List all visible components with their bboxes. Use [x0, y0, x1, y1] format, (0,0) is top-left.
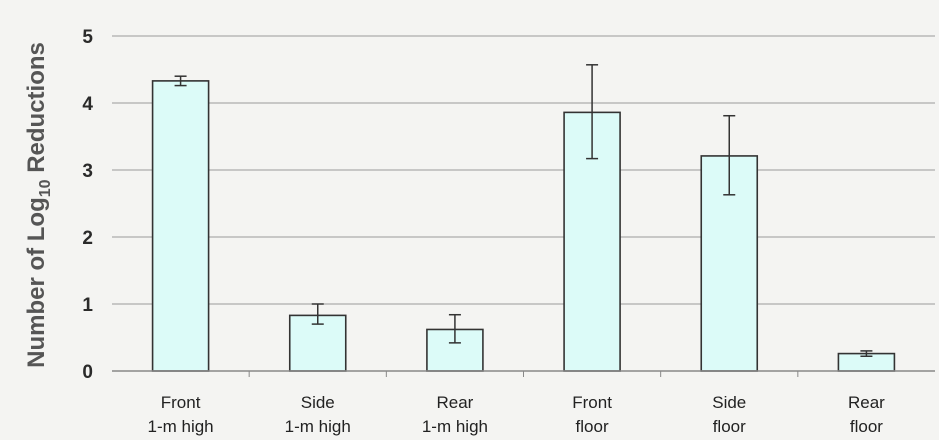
x-tick-label: 1-m high — [148, 417, 214, 436]
bars — [151, 80, 896, 372]
y-axis-title: Number of Log10 Reductions — [23, 42, 54, 368]
y-tick-label: 0 — [82, 362, 93, 383]
y-tick-label: 5 — [82, 27, 93, 48]
y-tick-label: 1 — [82, 295, 93, 316]
y-tick-label: 2 — [82, 228, 93, 249]
x-tick-labels: Front 1-m high Side 1-m high Rear 1-m high Fro… — [148, 371, 885, 436]
error-bars — [174, 64, 873, 358]
x-tick-label: Front — [161, 393, 201, 412]
y-tick-labels: 0 1 2 3 4 5 — [82, 27, 93, 383]
bar — [151, 80, 210, 372]
x-tick-label: Front — [572, 393, 612, 412]
x-tick-label: floor — [576, 417, 609, 436]
x-tick-label: Rear — [848, 393, 885, 412]
x-tick-label: Side — [301, 393, 335, 412]
x-tick-label: Rear — [436, 393, 473, 412]
x-tick-label: 1-m high — [422, 417, 488, 436]
x-tick-label: Side — [712, 393, 746, 412]
x-tick-label: floor — [850, 417, 883, 436]
x-tick-label: floor — [713, 417, 746, 436]
gridlines — [112, 35, 935, 305]
y-tick-label: 4 — [82, 94, 93, 115]
x-tick-label: 1-m high — [285, 417, 351, 436]
y-tick-label: 3 — [82, 161, 93, 182]
